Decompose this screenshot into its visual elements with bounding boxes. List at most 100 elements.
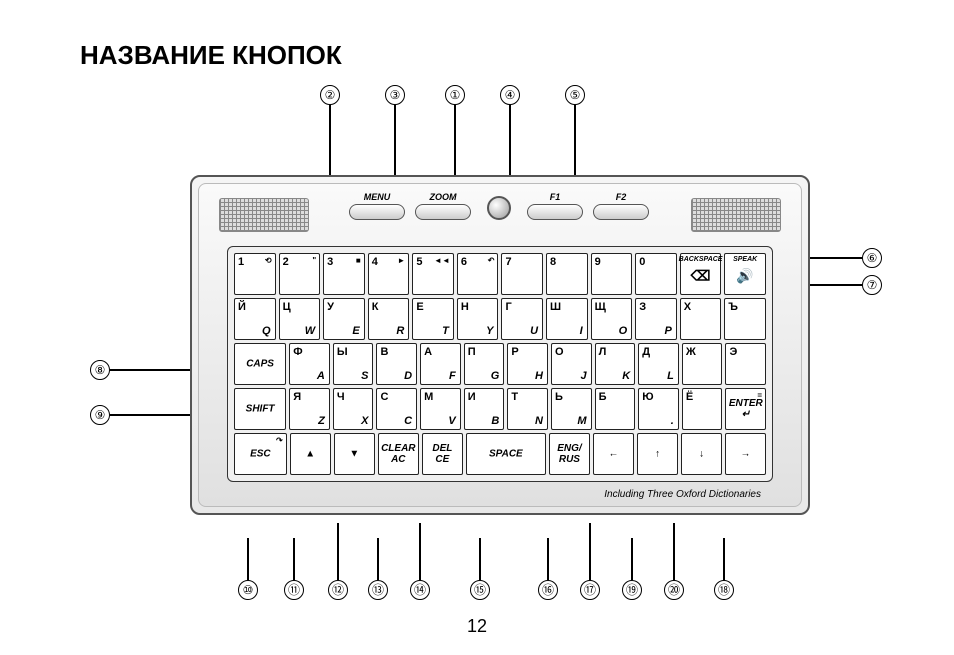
keyboard-row: 1⟲2"3■4►5◄◄6↶7890BACKSPACE⌫SPEAK🔊 <box>234 253 766 295</box>
key[interactable]: 3■ <box>323 253 365 295</box>
key[interactable]: ЩO <box>591 298 633 340</box>
top-buttons: MENU ZOOM F1 F2 <box>349 192 649 220</box>
callout: ⑯ <box>538 538 558 600</box>
callout: ⑥ <box>802 248 884 268</box>
page-title: НАЗВАНИЕ КНОПОК <box>80 40 342 71</box>
callout: ⑩ <box>238 538 258 600</box>
zoom-label: ZOOM <box>430 192 457 202</box>
key[interactable]: ENG/ RUS <box>549 433 590 475</box>
key[interactable]: ГU <box>501 298 543 340</box>
key[interactable]: ЙQ <box>234 298 276 340</box>
key[interactable]: Ю. <box>638 388 679 430</box>
key[interactable]: ИB <box>464 388 505 430</box>
key[interactable]: ↓ <box>681 433 722 475</box>
key[interactable]: НY <box>457 298 499 340</box>
key[interactable]: КR <box>368 298 410 340</box>
key[interactable]: CAPS <box>234 343 286 385</box>
key[interactable]: ЦW <box>279 298 321 340</box>
zoom-button[interactable] <box>415 204 471 220</box>
key[interactable]: 2" <box>279 253 321 295</box>
key[interactable]: SPACE <box>466 433 546 475</box>
callout: ⑫ <box>328 523 348 600</box>
callout: ⑬ <box>368 538 388 600</box>
key[interactable]: BACKSPACE⌫ <box>680 253 722 295</box>
key[interactable]: ЗP <box>635 298 677 340</box>
page-number: 12 <box>467 616 487 637</box>
key[interactable]: 4► <box>368 253 410 295</box>
key[interactable]: → <box>725 433 766 475</box>
f1-button[interactable] <box>527 204 583 220</box>
key[interactable]: ДL <box>638 343 679 385</box>
key[interactable]: СC <box>376 388 417 430</box>
key[interactable]: ТN <box>507 388 548 430</box>
key[interactable]: 5◄◄ <box>412 253 454 295</box>
key[interactable]: ← <box>593 433 634 475</box>
key[interactable]: ЬM <box>551 388 592 430</box>
key[interactable]: ЯZ <box>289 388 330 430</box>
key[interactable]: 8 <box>546 253 588 295</box>
key[interactable]: Б <box>595 388 636 430</box>
callout: ⑮ <box>470 538 490 600</box>
callout: ⑳ <box>664 523 684 600</box>
speaker-right <box>691 198 781 232</box>
key[interactable]: Ъ <box>724 298 766 340</box>
key[interactable]: 6↶ <box>457 253 499 295</box>
keyboard: 1⟲2"3■4►5◄◄6↶7890BACKSPACE⌫SPEAK🔊ЙQЦWУEК… <box>227 246 773 482</box>
speaker-left <box>219 198 309 232</box>
zoom-button-group: ZOOM <box>415 192 471 220</box>
key[interactable]: АF <box>420 343 461 385</box>
key[interactable]: Ж <box>682 343 723 385</box>
key[interactable]: 7 <box>501 253 543 295</box>
f2-button[interactable] <box>593 204 649 220</box>
device-inner: MENU ZOOM F1 F2 <box>198 183 802 507</box>
keyboard-row: ↷ESC▲▼CLEAR ACDEL CESPACEENG/ RUS←↑↓→ <box>234 433 766 475</box>
key[interactable]: МV <box>420 388 461 430</box>
key[interactable]: SPEAK🔊 <box>724 253 766 295</box>
device: MENU ZOOM F1 F2 <box>190 175 810 515</box>
key[interactable]: 0 <box>635 253 677 295</box>
key[interactable]: Ё <box>682 388 723 430</box>
key[interactable]: РH <box>507 343 548 385</box>
center-round-button[interactable] <box>487 196 511 220</box>
callout: ⑧ <box>90 360 192 380</box>
key[interactable]: ЫS <box>333 343 374 385</box>
key[interactable]: ПG <box>464 343 505 385</box>
callout: ⑪ <box>284 538 304 600</box>
callout: ③ <box>385 85 405 179</box>
key[interactable]: =ENTER ↵ <box>725 388 766 430</box>
key[interactable]: Э <box>725 343 766 385</box>
key[interactable]: CLEAR AC <box>378 433 419 475</box>
callout: ⑦ <box>802 275 884 295</box>
key[interactable]: ↑ <box>637 433 678 475</box>
key[interactable]: 1⟲ <box>234 253 276 295</box>
keyboard-row: SHIFTЯZЧXСCМVИBТNЬMБЮ.Ё=ENTER ↵ <box>234 388 766 430</box>
menu-button-group: MENU <box>349 192 405 220</box>
key[interactable]: ВD <box>376 343 417 385</box>
key[interactable]: ▲ <box>290 433 331 475</box>
key[interactable]: ЛK <box>595 343 636 385</box>
key[interactable]: Х <box>680 298 722 340</box>
footnote: Including Three Oxford Dictionaries <box>604 489 761 500</box>
f2-button-group: F2 <box>593 192 649 220</box>
key[interactable]: ФA <box>289 343 330 385</box>
key[interactable]: DEL CE <box>422 433 463 475</box>
menu-button[interactable] <box>349 204 405 220</box>
key[interactable]: ▼ <box>334 433 375 475</box>
key[interactable]: ЧX <box>333 388 374 430</box>
key[interactable]: SHIFT <box>234 388 286 430</box>
callout: ② <box>320 85 340 179</box>
callout: ① <box>445 85 465 179</box>
f1-button-group: F1 <box>527 192 583 220</box>
key[interactable]: ОJ <box>551 343 592 385</box>
callout: ⑤ <box>565 85 585 179</box>
callout: ⑱ <box>714 538 734 600</box>
top-area: MENU ZOOM F1 F2 <box>199 184 801 246</box>
key[interactable]: ЕT <box>412 298 454 340</box>
key[interactable]: УE <box>323 298 365 340</box>
key[interactable]: ↷ESC <box>234 433 287 475</box>
key[interactable]: 9 <box>591 253 633 295</box>
key[interactable]: ШI <box>546 298 588 340</box>
f2-label: F2 <box>616 192 627 202</box>
keyboard-row: ЙQЦWУEКRЕTНYГUШIЩOЗPХЪ <box>234 298 766 340</box>
page: НАЗВАНИЕ КНОПОК ②③①④⑤ ⑥⑦ ⑧⑨ ⑩⑪⑫⑬⑭⑮⑯⑰⑲⑳⑱ … <box>0 0 954 655</box>
